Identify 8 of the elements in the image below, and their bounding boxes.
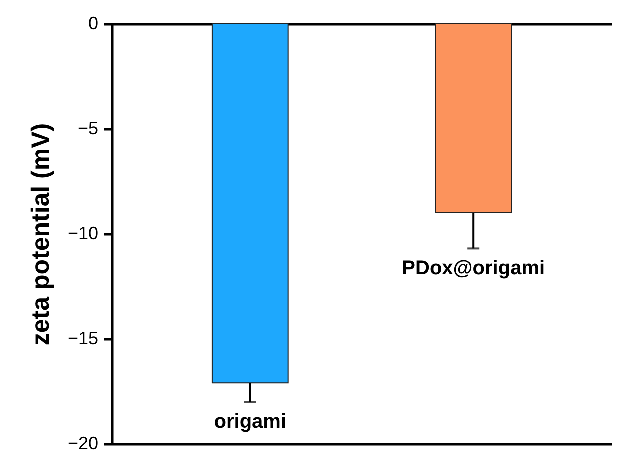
y-axis-title: zeta potential (mV): [26, 123, 55, 346]
y-tick-label: 0: [88, 14, 98, 34]
y-tick-label: −5: [78, 118, 98, 138]
y-tick-label: −20: [68, 434, 98, 454]
y-tick-label: −10: [68, 224, 98, 244]
y-tick-label: −15: [68, 328, 98, 348]
x-tick-label: PDox@origami: [402, 258, 546, 280]
x-tick-label: origami: [214, 411, 287, 433]
